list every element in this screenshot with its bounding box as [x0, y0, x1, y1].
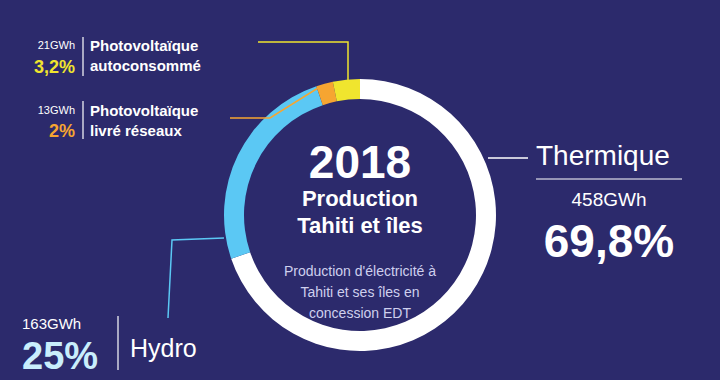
category-label-line: Thermique — [536, 140, 670, 171]
data-label: 2% — [49, 121, 75, 141]
separator — [117, 316, 118, 370]
category-label: Hydro — [130, 334, 197, 362]
background — [0, 0, 720, 380]
energy-label: 458GWh — [572, 189, 647, 210]
data-label: 69,8% — [544, 215, 674, 267]
category-label-line: Hydro — [130, 334, 197, 362]
category-label: Thermique — [536, 140, 670, 171]
leader-line — [488, 157, 528, 159]
category-label-line: livré réseaux — [90, 122, 182, 139]
leader-line — [230, 88, 318, 118]
category-label: Photovoltaïque autoconsommé — [90, 37, 201, 74]
rule — [536, 179, 682, 180]
data-label: 25% — [22, 335, 98, 377]
category-label-line: Photovoltaïque — [90, 102, 198, 119]
leader-line — [258, 42, 348, 80]
subtitle: Tahiti et îles — [297, 213, 423, 238]
note: concession EDT — [309, 305, 411, 321]
donut — [224, 79, 496, 351]
note: Tahiti et ses îles en — [300, 284, 419, 300]
leader-line — [168, 238, 224, 318]
energy-label: 163GWh — [22, 315, 81, 332]
note: Production d'électricité à — [284, 263, 436, 279]
data-label: 3,2% — [34, 57, 75, 77]
subtitle: Production — [302, 186, 418, 211]
category-label: Photovoltaïque livré réseaux — [90, 102, 198, 139]
energy-label: 21GWh — [38, 39, 75, 51]
separator — [82, 37, 83, 76]
energy-label: 13GWh — [38, 104, 75, 116]
separator — [82, 101, 83, 139]
category-label-line: Photovoltaïque — [90, 37, 198, 54]
labels: Thermique 458GWh 69,8% Hydro 163GWh 25% Photov… — [22, 37, 682, 377]
slice — [333, 79, 360, 101]
title: 2018 — [309, 136, 411, 188]
chart: 2018ProductionTahiti et îles Production d… — [0, 0, 720, 380]
category-label-line: autoconsommé — [90, 57, 201, 74]
